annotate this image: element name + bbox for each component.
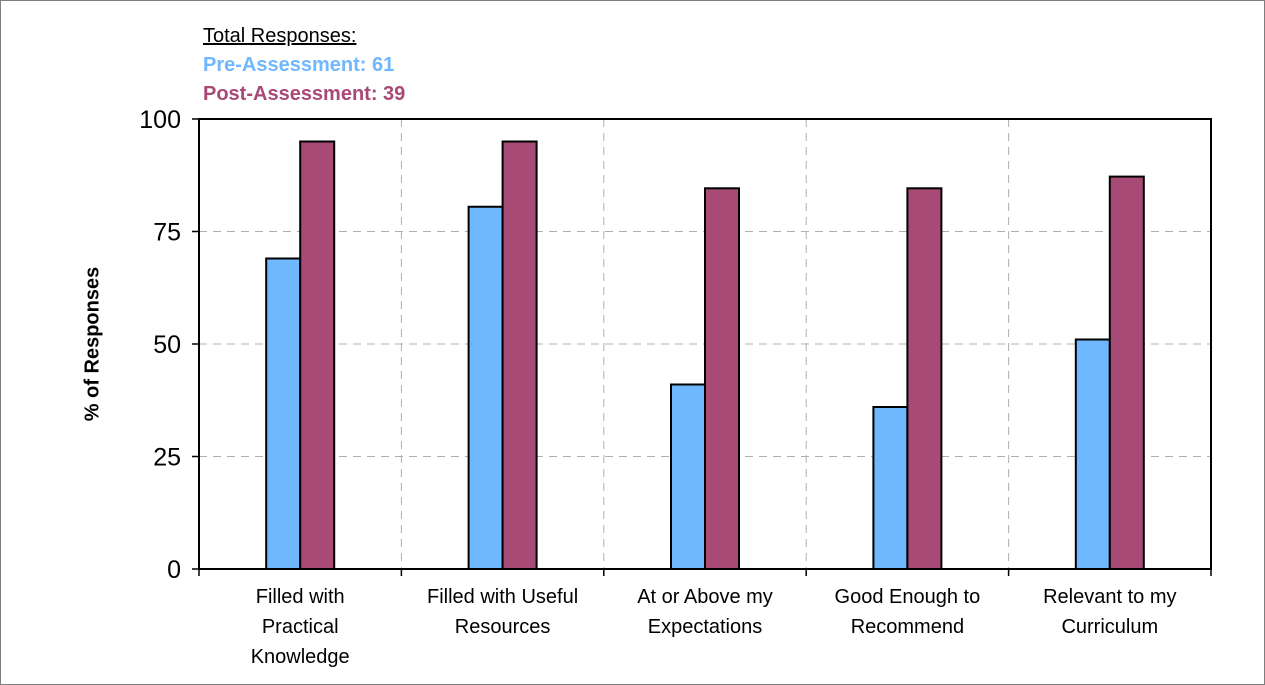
bar-pre-assessment bbox=[872, 406, 909, 570]
x-tick-label: Filled with Practical Knowledge bbox=[251, 586, 350, 668]
x-tick-label: Good Enough to Recommend bbox=[835, 586, 981, 638]
legend-title: Total Responses: bbox=[203, 25, 357, 47]
bar-post-assessment bbox=[1108, 175, 1145, 570]
y-tick-label: 75 bbox=[153, 219, 181, 247]
y-tick-label: 100 bbox=[139, 106, 181, 134]
bar-pre-assessment bbox=[467, 205, 504, 570]
x-tick-label: At or Above my Expectations bbox=[637, 586, 773, 638]
x-tick-label: Filled with Useful Resources bbox=[427, 586, 578, 638]
bar-pre-assessment bbox=[670, 383, 706, 570]
bar-pre-assessment bbox=[265, 257, 302, 570]
x-tick-label: Relevant to my Curriculum bbox=[1043, 586, 1176, 638]
bar-pre-assessment bbox=[1074, 338, 1111, 570]
bar-post-assessment bbox=[906, 187, 943, 571]
legend-series-post: Post-Assessment: 39 bbox=[203, 83, 406, 105]
bar-post-assessment bbox=[501, 140, 538, 570]
y-tick-label: 25 bbox=[153, 444, 181, 472]
bar-post-assessment bbox=[299, 140, 336, 570]
bar-post-assessment bbox=[704, 187, 740, 571]
y-tick-label: 50 bbox=[153, 331, 181, 359]
y-tick-label: 0 bbox=[167, 556, 181, 584]
legend-series-pre: Pre-Assessment: 61 bbox=[203, 54, 395, 76]
legend: Total Responses: Pre-Assessment: 61 Post… bbox=[203, 22, 405, 109]
